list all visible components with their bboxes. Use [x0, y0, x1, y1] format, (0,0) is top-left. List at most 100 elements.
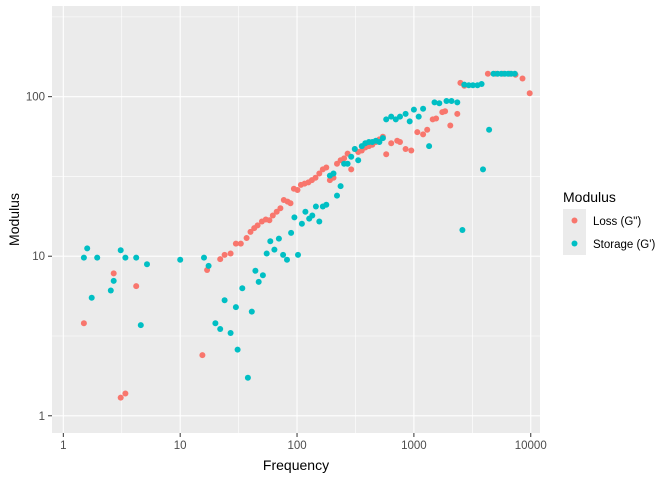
storage-point [465, 82, 472, 89]
y-tick-label: 10 [32, 251, 45, 263]
storage-point [280, 251, 287, 258]
storage-point [177, 256, 184, 263]
storage-point [255, 278, 262, 285]
storage-point [312, 203, 319, 210]
storage-point [263, 250, 270, 257]
storage-point [348, 153, 355, 160]
data-points [80, 70, 533, 401]
storage-point [107, 287, 114, 294]
storage-point [351, 146, 358, 152]
loss-point [526, 90, 533, 97]
storage-point [133, 254, 140, 261]
loss-point [424, 126, 431, 133]
storage-point [334, 192, 340, 199]
storage-point [316, 218, 323, 225]
loss-point [227, 250, 234, 257]
storage-point [252, 267, 259, 274]
storage-point [144, 261, 150, 268]
loss-point [221, 251, 228, 258]
storage-point [344, 160, 351, 167]
storage-point [117, 247, 124, 254]
storage-point [402, 110, 409, 117]
loss-point [484, 70, 491, 77]
loss-point [110, 270, 117, 277]
x-tick-label: 1 [60, 440, 66, 452]
storage-point [431, 99, 438, 106]
loss-point [217, 256, 224, 263]
storage-point [205, 262, 212, 269]
legend-title: Modulus [563, 189, 616, 205]
loss-point [312, 174, 319, 181]
storage-point [410, 106, 417, 113]
loss-point [447, 122, 454, 129]
storage-point [94, 254, 101, 261]
loss-point [243, 235, 250, 241]
storage-point [355, 157, 362, 164]
loss-point [254, 222, 261, 229]
storage-point [80, 254, 87, 261]
storage-point [302, 208, 309, 215]
x-axis-title: Frequency [263, 457, 329, 473]
loss-point [122, 390, 129, 397]
loss-point [519, 75, 526, 82]
loss-point [408, 147, 415, 154]
loss-point [420, 131, 427, 138]
storage-point [436, 100, 443, 107]
loss-point [383, 151, 390, 158]
loss-point [133, 283, 140, 290]
legend-marker-loss [571, 217, 578, 224]
legend-marker-storage [571, 240, 578, 247]
loss-point [80, 320, 87, 327]
storage-point [259, 272, 266, 279]
legend: Modulus Loss (G") Storage (G') [563, 189, 655, 255]
storage-point [212, 320, 219, 327]
loss-point [269, 212, 276, 219]
loss-point [414, 129, 421, 136]
y-axis: 1 10 100 [26, 92, 52, 423]
storage-point [486, 126, 493, 133]
loss-point [247, 228, 254, 235]
storage-point [415, 113, 422, 120]
loss-point [294, 187, 301, 193]
storage-point [275, 235, 282, 242]
x-tick-label: 100 [287, 440, 306, 452]
storage-point [201, 254, 207, 261]
storage-point [406, 118, 413, 125]
legend-label-storage: Storage (G') [593, 239, 655, 251]
storage-point [288, 229, 295, 236]
storage-point [221, 297, 228, 304]
x-tick-label: 1000 [401, 440, 427, 452]
loss-point [316, 170, 323, 177]
storage-point [448, 98, 455, 104]
storage-point [239, 285, 246, 292]
storage-point [298, 220, 305, 227]
storage-point [469, 82, 476, 89]
storage-point [480, 166, 486, 173]
storage-point [267, 238, 274, 245]
storage-point [511, 70, 518, 77]
loss-point [266, 217, 273, 224]
storage-point [490, 70, 497, 77]
storage-point [244, 374, 251, 381]
storage-point [443, 98, 450, 104]
loss-point [341, 155, 348, 162]
storage-point [459, 227, 466, 233]
storage-point [376, 139, 383, 145]
y-tick-label: 1 [39, 411, 45, 423]
y-tick-label: 100 [26, 92, 45, 104]
storage-point [388, 113, 395, 120]
storage-point [248, 308, 255, 315]
storage-point [110, 277, 117, 284]
storage-point [330, 170, 337, 177]
minor-gridlines [52, 6, 540, 433]
loss-point [199, 352, 206, 359]
loss-point [323, 164, 330, 171]
loss-point [397, 139, 403, 145]
storage-point [232, 304, 239, 311]
storage-point [284, 256, 290, 263]
loss-point [277, 205, 284, 212]
storage-point [420, 105, 427, 112]
y-axis-title: Modulus [6, 193, 22, 246]
storage-point [122, 254, 129, 261]
storage-point [323, 201, 330, 208]
